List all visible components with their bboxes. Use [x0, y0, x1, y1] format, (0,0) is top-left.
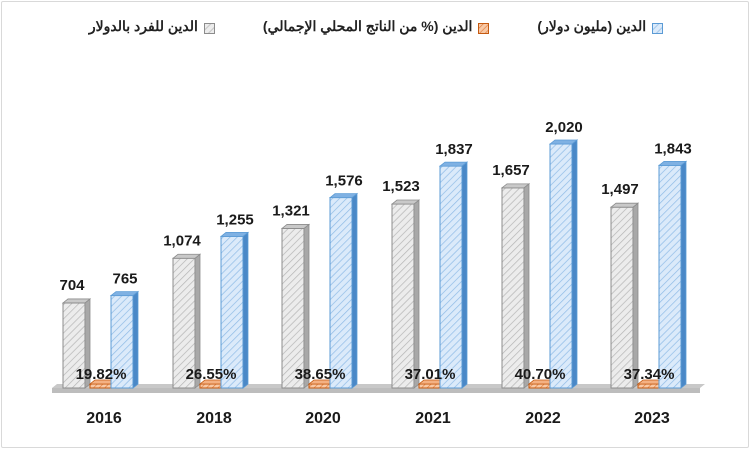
- data-label-million-usd-2016: 765: [112, 271, 137, 288]
- x-tick-label-2018: 2018: [196, 410, 232, 427]
- bar-per-capita-2016: [61, 298, 92, 389]
- legend-item-pct-gdp: الدين (% من الناتج المحلي الإجمالي): [262, 14, 490, 38]
- data-label-pct-gdp-2018: 26.55%: [186, 366, 237, 383]
- data-label-per-capita-2016: 704: [59, 277, 85, 294]
- chart-floor-edge: [52, 388, 700, 393]
- legend-item-million-usd: الدين (مليون دولار): [537, 14, 664, 38]
- x-tick-label-2023: 2023: [634, 410, 670, 427]
- data-label-million-usd-2020: 1,576: [325, 173, 363, 190]
- data-label-per-capita-2020: 1,321: [272, 202, 310, 219]
- bar-million-usd-2016: [109, 290, 140, 389]
- bar-million-usd-2020: [328, 192, 359, 389]
- data-label-per-capita-2023: 1,497: [601, 181, 639, 198]
- data-label-per-capita-2018: 1,074: [163, 232, 201, 249]
- data-label-pct-gdp-2016: 19.82%: [76, 366, 127, 383]
- bar-per-capita-2020: [280, 223, 311, 389]
- x-tick-label-2020: 2020: [305, 410, 341, 427]
- x-tick-label-2021: 2021: [415, 410, 451, 427]
- legend: الدين للفرد بالدولار الدين (% من الناتج …: [0, 14, 752, 38]
- data-label-million-usd-2021: 1,837: [435, 141, 473, 158]
- legend-item-per-capita: الدين للفرد بالدولار: [89, 14, 215, 38]
- data-label-pct-gdp-2023: 37.34%: [624, 366, 675, 383]
- x-tick-label-2016: 2016: [86, 410, 122, 427]
- chart-floor: [52, 384, 705, 388]
- legend-label-pct-gdp: الدين (% من الناتج المحلي الإجمالي): [262, 17, 473, 34]
- data-label-pct-gdp-2022: 40.70%: [515, 366, 566, 383]
- bar-per-capita-2023: [609, 202, 640, 389]
- data-label-million-usd-2023: 1,843: [654, 140, 692, 157]
- data-label-per-capita-2022: 1,657: [492, 162, 530, 179]
- bar-million-usd-2021: [438, 161, 469, 389]
- legend-swatch-pct-gdp: [478, 21, 490, 34]
- data-label-million-usd-2022: 2,020: [545, 119, 583, 136]
- x-tick-label-2022: 2022: [525, 410, 561, 427]
- bar-million-usd-2022: [548, 139, 579, 389]
- data-label-per-capita-2021: 1,523: [382, 178, 420, 195]
- bar-per-capita-2018: [171, 253, 202, 389]
- data-label-pct-gdp-2021: 37.01%: [405, 366, 456, 383]
- legend-swatch-million-usd: [652, 21, 664, 34]
- legend-swatch-per-capita: [203, 21, 215, 34]
- bar-per-capita-2022: [500, 183, 531, 389]
- data-label-million-usd-2018: 1,255: [216, 211, 254, 228]
- bar-per-capita-2021: [390, 199, 421, 389]
- legend-label-per-capita: الدين للفرد بالدولار: [88, 17, 198, 34]
- legend-label-million-usd: الدين (مليون دولار): [537, 17, 647, 34]
- bar-million-usd-2018: [219, 231, 250, 389]
- bar-million-usd-2023: [657, 160, 688, 389]
- data-label-pct-gdp-2020: 38.65%: [295, 366, 346, 383]
